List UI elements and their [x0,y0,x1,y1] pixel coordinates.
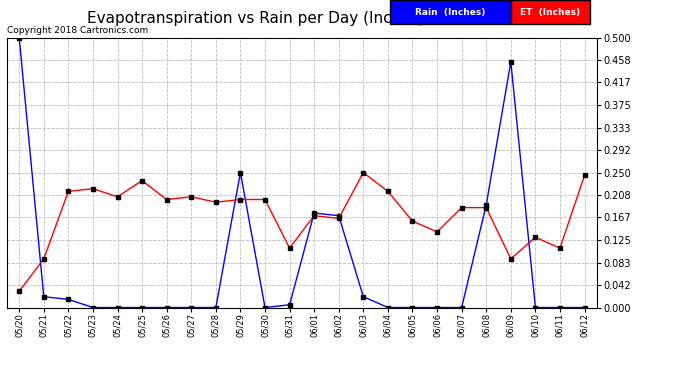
Text: Copyright 2018 Cartronics.com: Copyright 2018 Cartronics.com [7,26,148,35]
Text: Rain  (Inches): Rain (Inches) [415,8,485,16]
Text: ET  (Inches): ET (Inches) [520,8,580,16]
Text: Evapotranspiration vs Rain per Day (Inches) 20180613: Evapotranspiration vs Rain per Day (Inch… [87,11,506,26]
